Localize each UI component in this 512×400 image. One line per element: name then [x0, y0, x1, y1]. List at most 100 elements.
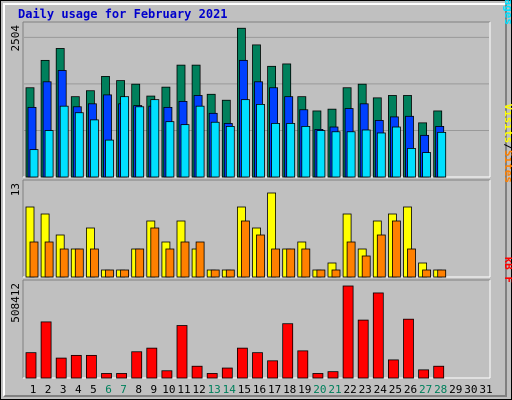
bar-sites-day-3: [59, 248, 69, 278]
x-tick-label-day-28: 28: [434, 383, 447, 396]
x-tick-label-day-24: 24: [374, 383, 388, 396]
bar-pages-day-10: [165, 121, 175, 178]
bar-sites-day-24: [376, 234, 386, 278]
bar-kbytes-day-7: [116, 373, 127, 379]
x-tick-label-day-26: 26: [404, 383, 417, 396]
bar-sites-day-16: [256, 234, 265, 278]
bar-kbytes-day-14: [221, 367, 233, 379]
x-tick-label-day-13: 13: [208, 383, 221, 396]
x-tick-label-day-7: 7: [120, 383, 127, 396]
bar-sites-day-17: [271, 248, 281, 278]
x-tick-label-day-8: 8: [135, 383, 142, 396]
bar-kbytes-day-16: [252, 352, 263, 379]
bar-pages-day-18: [286, 123, 296, 178]
x-tick-label-day-5: 5: [90, 383, 97, 396]
bar-pages-day-11: [180, 124, 190, 178]
legend-entry-sites: Sites: [502, 150, 512, 183]
x-tick-label-day-10: 10: [162, 383, 175, 396]
bar-pages-day-28: [437, 131, 447, 178]
chart-title: Daily usage for February 2021: [18, 7, 228, 21]
bar-kbytes-day-15: [236, 347, 248, 379]
bar-sites-day-4: [74, 248, 84, 278]
bar-kbytes-day-28: [433, 365, 445, 379]
bar-kbytes-day-13: [206, 373, 218, 379]
bar-sites-day-22: [346, 241, 356, 278]
bar-pages-day-27: [422, 152, 432, 178]
x-tick-label-day-2: 2: [45, 383, 52, 396]
bar-sites-day-27: [422, 269, 432, 278]
bar-pages-day-2: [44, 130, 54, 178]
bar-pages-day-14: [225, 126, 235, 178]
bar-pages-day-12: [195, 105, 205, 178]
bar-sites-day-10: [165, 248, 175, 278]
bar-kbytes-day-6: [101, 373, 112, 379]
bar-kbytes-day-12: [191, 365, 203, 379]
bar-kbytes-day-9: [146, 347, 158, 379]
bar-pages-day-4: [74, 112, 84, 178]
bar-kbytes-day-1: [25, 352, 37, 379]
bar-kbytes-day-4: [70, 354, 82, 379]
bar-kbytes-day-8: [131, 351, 143, 379]
legend-entry-pages: Pages: [502, 0, 512, 25]
x-tick-label-day-17: 17: [268, 383, 281, 396]
bar-sites-day-14: [225, 269, 235, 278]
bar-kbytes-day-2: [40, 321, 52, 379]
bar-sites-day-18: [286, 248, 296, 278]
bar-pages-day-21: [331, 131, 341, 178]
bar-kbytes-day-26: [403, 318, 414, 379]
x-tick-label-day-22: 22: [343, 383, 356, 396]
legend-separator: /: [502, 143, 512, 150]
panel-0-y-max-label: 2504: [9, 25, 22, 52]
bar-kbytes-day-17: [267, 360, 279, 379]
x-tick-label-day-31: 31: [479, 383, 492, 396]
x-tick-label-day-20: 20: [313, 383, 326, 396]
bar-pages-day-7: [120, 96, 129, 178]
bar-kbytes-day-3: [55, 357, 67, 379]
panel-0-legend: Hits/Files/Pages: [502, 0, 512, 25]
bar-pages-day-5: [90, 119, 99, 178]
panel-1-y-max-label: 13: [9, 183, 22, 196]
chart-frame-bevel: [3, 3, 507, 397]
bar-sites-day-25: [391, 220, 401, 278]
bar-sites-day-6: [105, 269, 114, 278]
x-tick-label-day-3: 3: [60, 383, 67, 396]
x-tick-label-day-23: 23: [359, 383, 372, 396]
bar-pages-day-22: [346, 131, 356, 178]
x-tick-label-day-25: 25: [389, 383, 402, 396]
bar-sites-day-23: [361, 255, 371, 278]
bar-pages-day-24: [376, 132, 386, 178]
bar-pages-day-3: [59, 105, 69, 178]
bar-kbytes-day-25: [387, 359, 399, 379]
bar-kbytes-day-24: [372, 292, 384, 379]
legend-entry-kb-f: kB F: [502, 257, 512, 284]
bar-kbytes-day-22: [342, 285, 354, 379]
x-tick-label-day-12: 12: [192, 383, 205, 396]
x-tick-label-day-30: 30: [464, 383, 477, 396]
bar-pages-day-23: [361, 129, 371, 178]
bar-kbytes-day-18: [282, 323, 294, 379]
bar-pages-day-17: [271, 123, 281, 178]
bar-sites-day-9: [150, 227, 160, 278]
bar-sites-day-7: [120, 269, 129, 278]
bar-pages-day-25: [391, 126, 401, 178]
x-tick-label-day-4: 4: [75, 383, 82, 396]
bar-kbytes-day-27: [418, 369, 430, 379]
bar-kbytes-day-5: [86, 354, 97, 379]
x-tick-label-day-27: 27: [419, 383, 432, 396]
x-tick-label-day-1: 1: [30, 383, 37, 396]
bar-pages-day-6: [105, 139, 114, 178]
bar-pages-day-20: [316, 130, 326, 178]
bar-sites-day-13: [210, 269, 220, 278]
bar-kbytes-day-11: [176, 325, 188, 379]
bar-pages-day-15: [240, 99, 250, 178]
bar-sites-day-8: [135, 248, 145, 278]
bar-pages-day-8: [135, 106, 145, 178]
bar-pages-day-26: [407, 148, 416, 178]
bar-sites-day-28: [437, 269, 447, 278]
legend-entry-visits: Visits: [502, 104, 512, 144]
x-tick-label-day-18: 18: [283, 383, 296, 396]
bar-sites-day-21: [331, 269, 341, 278]
bar-sites-day-2: [44, 241, 54, 278]
bar-sites-day-19: [301, 248, 311, 278]
